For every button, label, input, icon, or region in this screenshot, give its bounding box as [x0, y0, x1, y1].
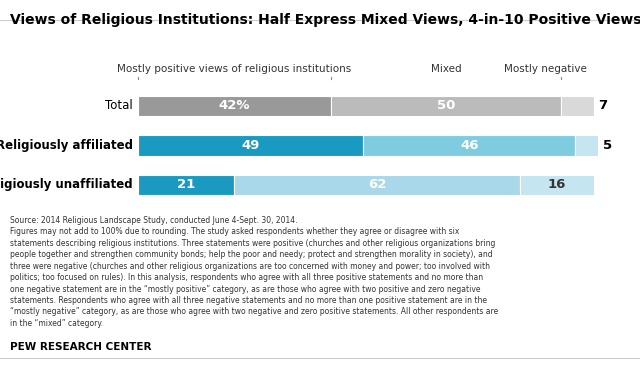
Bar	[364, 135, 575, 156]
Text: 46: 46	[460, 139, 479, 152]
Text: Mixed: Mixed	[431, 63, 461, 73]
Text: 5: 5	[603, 139, 612, 152]
Bar	[138, 175, 234, 195]
Bar	[520, 175, 593, 195]
Text: 21: 21	[177, 179, 195, 192]
Text: 62: 62	[368, 179, 387, 192]
Text: Mostly negative: Mostly negative	[504, 63, 587, 73]
Text: 50: 50	[437, 99, 456, 113]
Text: 16: 16	[548, 179, 566, 192]
Bar	[561, 96, 593, 116]
Text: Mostly positive views of religious institutions: Mostly positive views of religious insti…	[117, 63, 351, 73]
Text: Source: 2014 Religious Landscape Study, conducted June 4-Sept. 30, 2014.
Figures: Source: 2014 Religious Landscape Study, …	[10, 216, 498, 328]
Bar	[138, 135, 364, 156]
Bar	[138, 96, 331, 116]
Text: 7: 7	[598, 99, 607, 113]
Text: Religiously unaffiliated: Religiously unaffiliated	[0, 179, 133, 192]
Text: 49: 49	[241, 139, 260, 152]
Text: PEW RESEARCH CENTER: PEW RESEARCH CENTER	[10, 342, 151, 352]
Text: Total: Total	[105, 99, 133, 113]
Text: Views of Religious Institutions: Half Express Mixed Views, 4-in-10 Positive View: Views of Religious Institutions: Half Ex…	[10, 13, 640, 27]
Bar	[331, 96, 561, 116]
Text: 42%: 42%	[219, 99, 250, 113]
Text: Religiously affiliated: Religiously affiliated	[0, 139, 133, 152]
Bar	[234, 175, 520, 195]
Bar	[575, 135, 598, 156]
